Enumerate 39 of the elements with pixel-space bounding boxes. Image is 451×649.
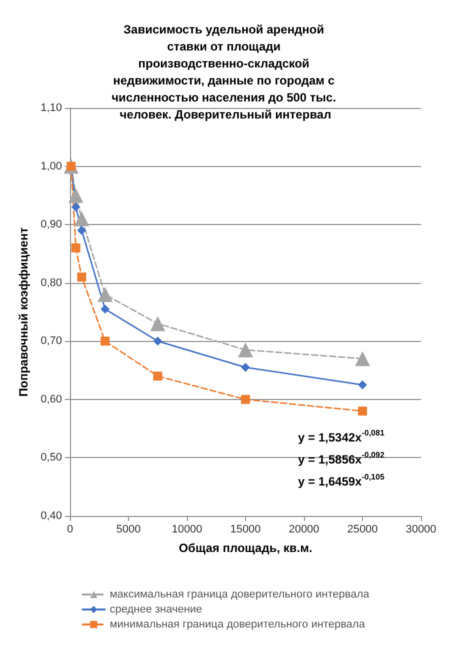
- legend-label: максимальная граница доверительного интервала: [110, 588, 370, 600]
- y-tick-label: 1,00: [40, 160, 62, 172]
- point: [68, 188, 84, 203]
- legend-label: минимальная граница доверительного интервала: [110, 618, 366, 630]
- point: [358, 380, 367, 390]
- point: [358, 406, 367, 416]
- point: [241, 394, 250, 404]
- point: [153, 372, 162, 381]
- x-tick-label: 15000: [230, 524, 261, 536]
- point: [98, 287, 113, 302]
- y-tick-label: 0,50: [40, 452, 62, 464]
- point: [150, 316, 166, 332]
- x-tick-label: 10000: [172, 524, 202, 536]
- x-axis-title: Общая площадь, кв.м.: [178, 541, 312, 555]
- point: [71, 243, 80, 252]
- y-tick-label: 0,70: [40, 335, 62, 348]
- legend-label: среднее значение: [110, 604, 202, 616]
- chart-title: Зависимость удельной арендной ставки от площади производственно-складской недвижимости, данные по городам с численностью населения до 500 тыс. человек. Доверительный интервал: [112, 22, 340, 122]
- point: [74, 211, 90, 226]
- point: [153, 336, 162, 346]
- x-tick-label: 25000: [347, 524, 378, 536]
- x-tick-label: 30000: [406, 524, 436, 536]
- y-tick-label: 0,40: [40, 510, 62, 522]
- y-tick-label: 0,60: [40, 393, 62, 406]
- y-tick-label: 0,80: [40, 276, 62, 289]
- y-axis-title: Поправочный коэффициент: [16, 227, 31, 397]
- x-tick-label: 0: [66, 524, 74, 536]
- y-tick-label: 1,10: [40, 102, 62, 114]
- point: [100, 304, 110, 314]
- point: [355, 351, 370, 366]
- point: [77, 226, 86, 235]
- point: [71, 202, 80, 212]
- point: [238, 342, 253, 358]
- x-tick-label: 20000: [288, 524, 320, 536]
- point: [100, 336, 110, 346]
- point: [77, 272, 86, 282]
- x-tick-label: 5000: [116, 524, 141, 536]
- y-tick-label: 0,90: [40, 218, 62, 231]
- point: [241, 362, 250, 372]
